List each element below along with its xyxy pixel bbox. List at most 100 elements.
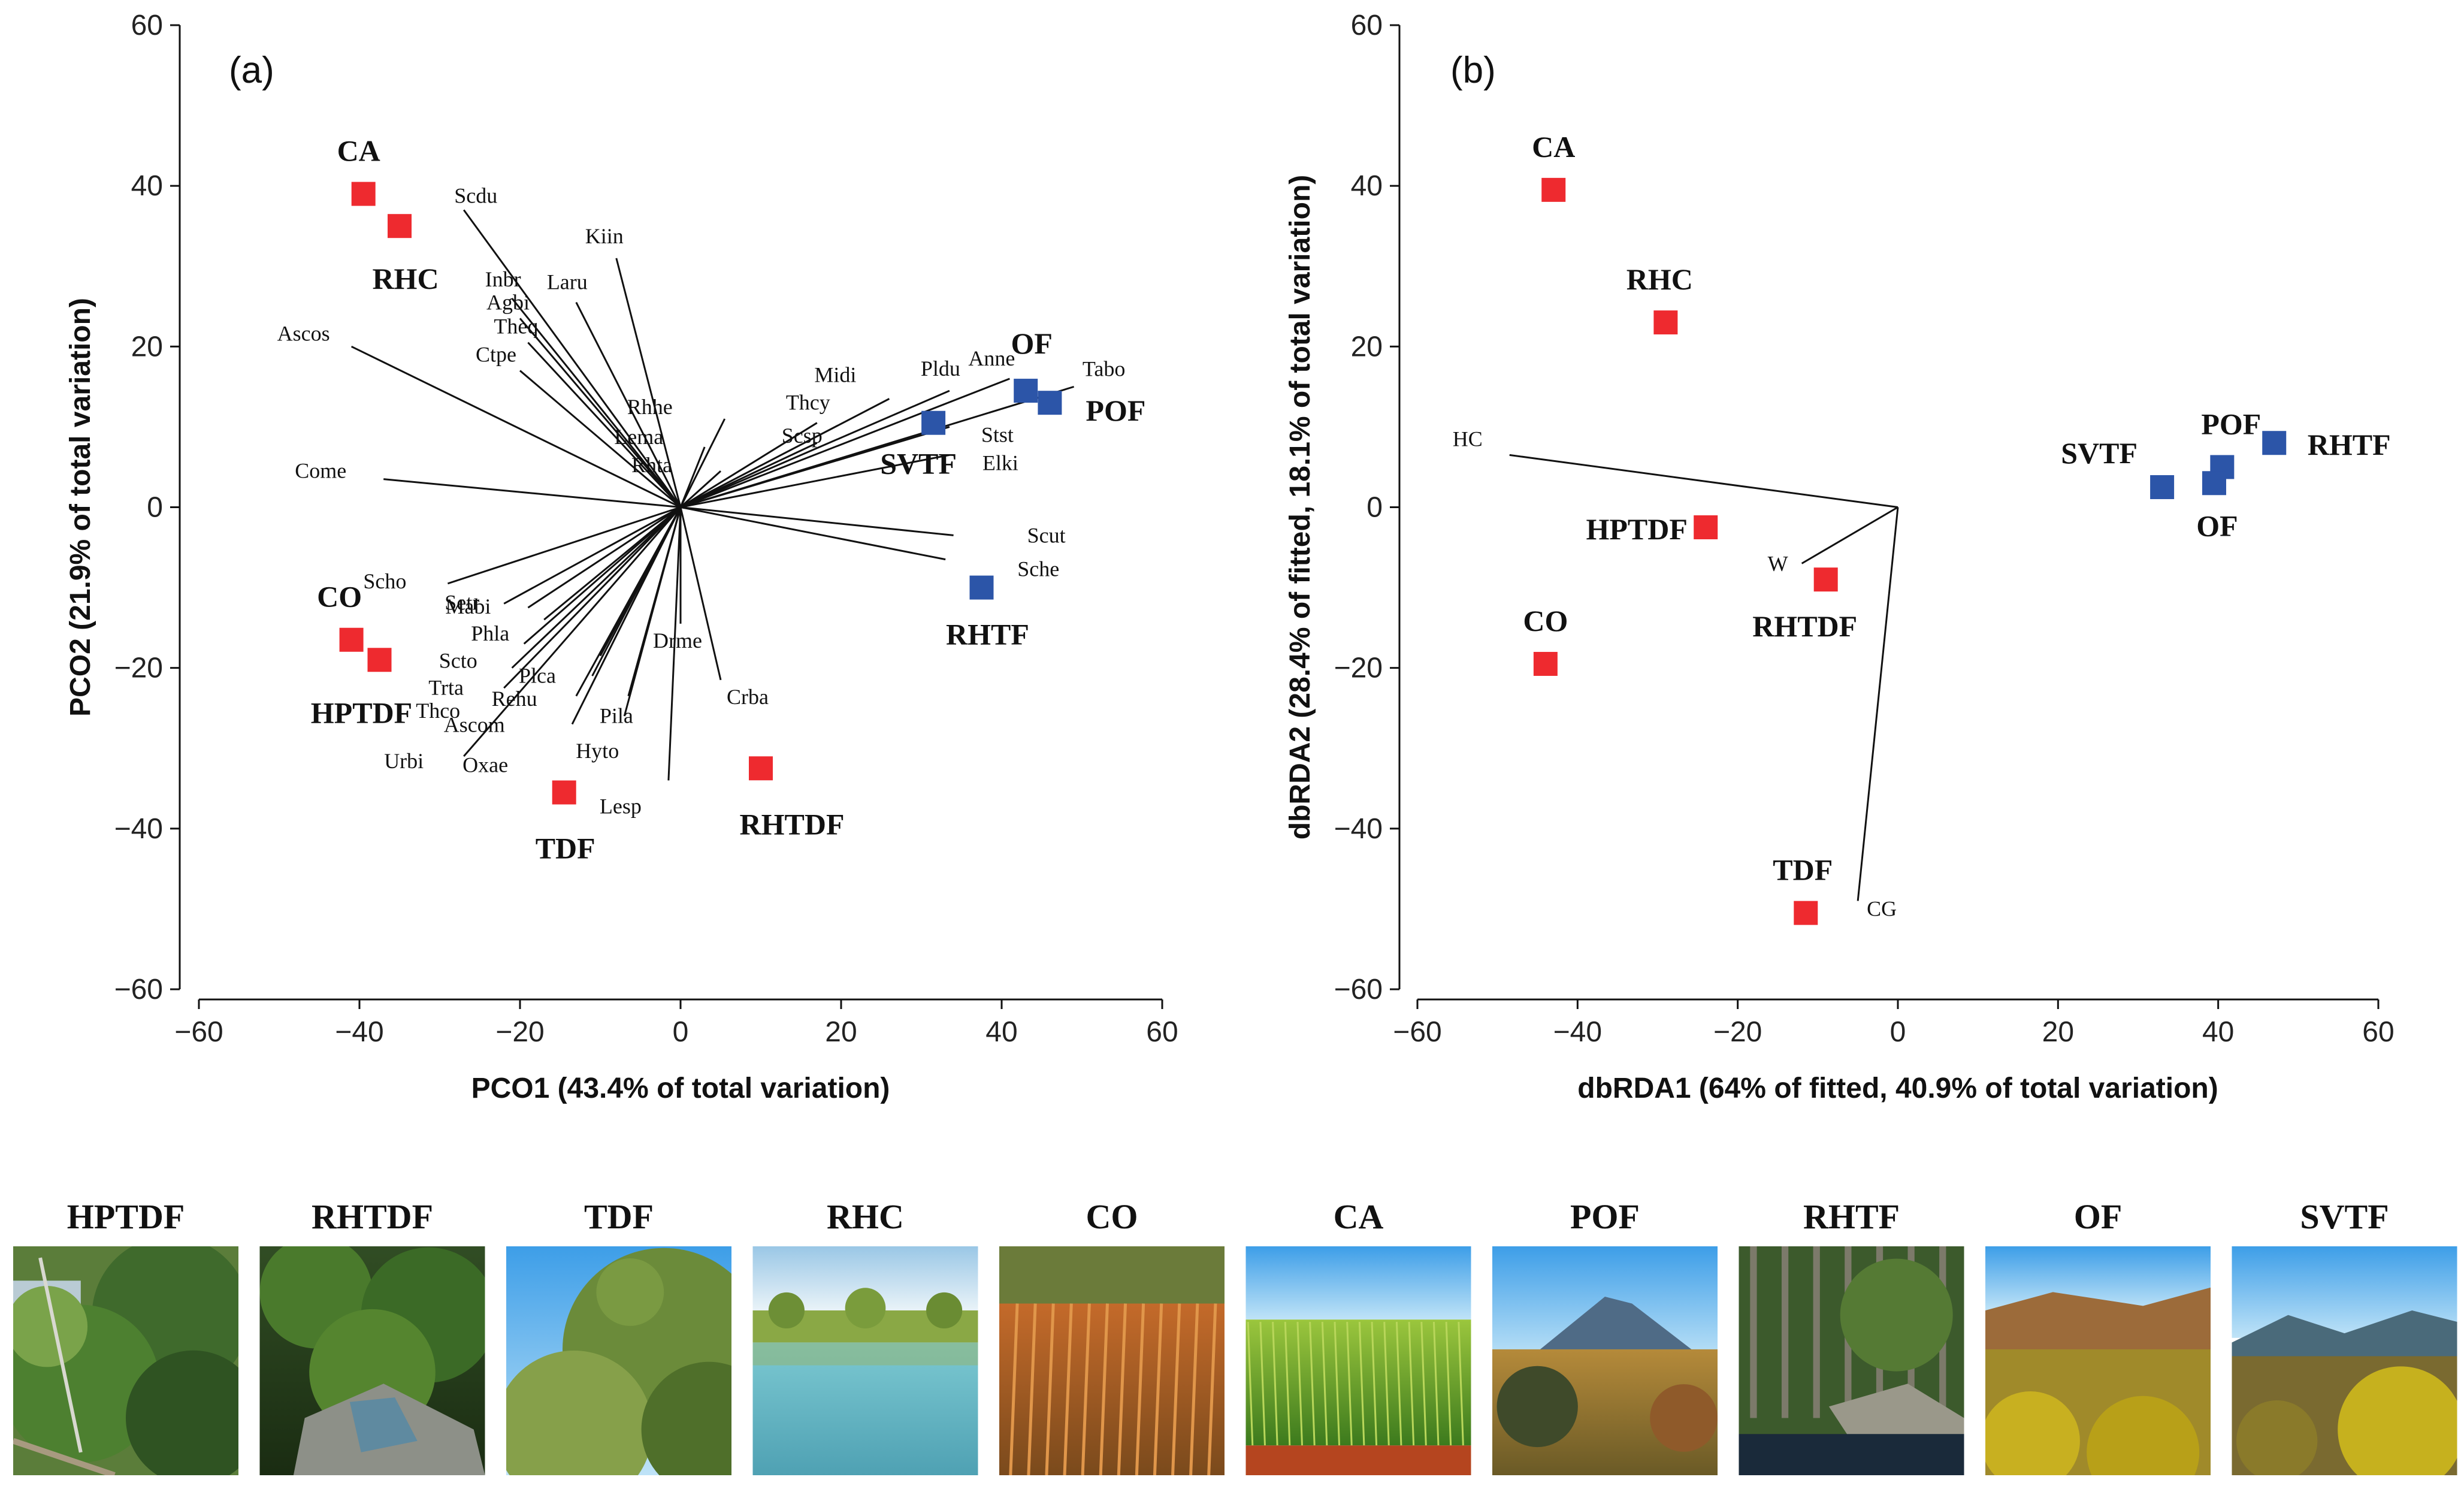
x-tick-label: 20 — [2042, 1016, 2074, 1048]
vector-label-inbr: Inbr — [485, 267, 521, 291]
y-tick-label: 20 — [131, 331, 163, 363]
vector-label-scho: Scho — [363, 569, 406, 593]
y-tick-label: −60 — [1334, 974, 1383, 1005]
vector-ascos — [350, 345, 681, 508]
y-tick-label: −40 — [1334, 813, 1383, 845]
vector-label-hc: HC — [1453, 427, 1483, 451]
vector-label-thcy: Thcy — [786, 391, 830, 415]
vector-label-rhta: Rhta — [631, 453, 672, 477]
point-rhtdf — [749, 756, 773, 781]
point-label-co: CO — [317, 580, 362, 614]
point-label-rhc: RHC — [372, 262, 439, 295]
y-tick-label: −20 — [114, 653, 163, 684]
y-axis-title: PCO2 (21.9% of total variation) — [65, 298, 96, 717]
vector-agbi — [519, 318, 682, 508]
vector-label-ascom: Ascom — [444, 713, 505, 737]
y-tick-label: 20 — [1351, 331, 1383, 363]
vector-cg — [1857, 507, 1899, 901]
vector-elki — [680, 454, 950, 508]
point-label-ca: CA — [337, 134, 380, 168]
photo-hptdf — [13, 1246, 238, 1475]
photo-title-rhtf: RHTF — [1803, 1197, 1900, 1236]
x-tick-label: 0 — [1890, 1016, 1906, 1048]
vector-label-pldu: Pldu — [921, 357, 960, 380]
vector-label-anne: Anne — [968, 346, 1015, 370]
vector-label-setr: Setr — [445, 590, 479, 614]
vector-label-stst: Stst — [981, 422, 1014, 446]
vector-label-theq: Theq — [494, 315, 538, 339]
vector-label-thco: Thco — [416, 699, 460, 723]
photo-strip: HPTDF RHTDF TDF RHC CO CA POF RHTF OF SVTF — [13, 1197, 2457, 1475]
point-tdf — [1794, 901, 1818, 925]
point-label-hptdf: HPTDF — [311, 696, 412, 729]
photo-rhc — [752, 1246, 978, 1475]
photo-tdf — [506, 1246, 731, 1475]
point-rhc — [388, 214, 412, 238]
vector-rhta — [679, 470, 722, 508]
vector-label-tabo: Tabo — [1083, 357, 1125, 380]
point-label-rhtdf: RHTDF — [1752, 609, 1857, 643]
x-tick-label: −40 — [335, 1016, 383, 1048]
vector-scut — [680, 506, 954, 536]
vector-lema — [679, 446, 706, 508]
point-label-svtf: SVTF — [880, 447, 957, 481]
photo-title-rhtdf: RHTDF — [312, 1197, 433, 1236]
vector-come — [383, 478, 681, 508]
vector-label-lema: Lema — [614, 425, 663, 449]
vector-label-ctpe: Ctpe — [476, 343, 516, 367]
point-tdf — [552, 780, 576, 805]
vector-rhhe — [679, 418, 726, 508]
vector-label-pila: Pila — [600, 704, 633, 728]
photo-title-co: CO — [1086, 1197, 1138, 1236]
x-tick-label: −60 — [174, 1016, 223, 1048]
panel-label: (b) — [1450, 50, 1496, 91]
vector-label-plca: Plca — [519, 664, 556, 688]
panel-b: −60 −40 −20 0 20 40 60 −60 −40 −20 0 20 40 60 dbRDA1 (… — [1284, 10, 2395, 1104]
vector-label-scdu: Scdu — [454, 183, 497, 207]
vector-label-elki: Elki — [982, 451, 1018, 475]
photo-title-hptdf: HPTDF — [67, 1197, 185, 1236]
vector-oxae — [571, 506, 682, 725]
x-tick-label: 60 — [1146, 1016, 1178, 1048]
panel-a: −60 −40 −20 0 20 40 60 −60 −40 −20 0 20 40 60 PCO1 (43… — [65, 10, 1178, 1104]
point-pof — [1038, 391, 1062, 415]
vector-thcy — [680, 422, 818, 508]
y-tick-label: 0 — [1366, 492, 1383, 524]
point-rhtdf — [1813, 567, 1838, 592]
point-ca — [351, 182, 376, 206]
vector-label-sche: Sche — [1017, 557, 1059, 581]
point-hptdf — [1694, 515, 1718, 540]
photo-co — [999, 1246, 1225, 1475]
vector-label-come: Come — [295, 459, 346, 483]
point-label-of: OF — [2196, 509, 2238, 542]
y-tick-label: 40 — [1351, 170, 1383, 202]
photo-rhtf — [1739, 1246, 1964, 1475]
vector-crba — [679, 507, 722, 681]
y-axis-title: dbRDA2 (28.4% of fitted, 18.1% of total … — [1284, 175, 1316, 839]
vector-ctpe — [519, 370, 681, 508]
photo-ca — [1245, 1246, 1471, 1475]
vector-laru — [575, 301, 682, 508]
x-tick-label: −20 — [1713, 1016, 1762, 1048]
vector-anne — [680, 377, 1010, 508]
vector-label-phla: Phla — [471, 621, 509, 645]
point-hptdf — [367, 648, 392, 672]
x-tick-label: 20 — [825, 1016, 857, 1048]
x-tick-label: 0 — [673, 1016, 689, 1048]
point-svtf — [921, 410, 946, 435]
vector-label-agbi: Agbi — [486, 290, 530, 314]
vector-label-trta: Trta — [428, 676, 464, 700]
vector-label-lesp: Lesp — [600, 794, 642, 818]
point-of — [1014, 379, 1038, 403]
vector-label-drme: Drme — [653, 629, 702, 653]
vector-kiin — [615, 258, 682, 508]
vector-lesp — [667, 507, 682, 781]
photo-title-svtf: SVTF — [2300, 1197, 2389, 1236]
y-tick-label: 60 — [131, 10, 163, 41]
x-axis-title: PCO1 (43.4% of total variation) — [471, 1073, 890, 1104]
vector-label-ascos: Ascos — [277, 321, 330, 345]
y-tick-label: 60 — [1351, 10, 1383, 41]
vector-urbi — [463, 506, 682, 757]
point-ca — [1541, 177, 1566, 202]
